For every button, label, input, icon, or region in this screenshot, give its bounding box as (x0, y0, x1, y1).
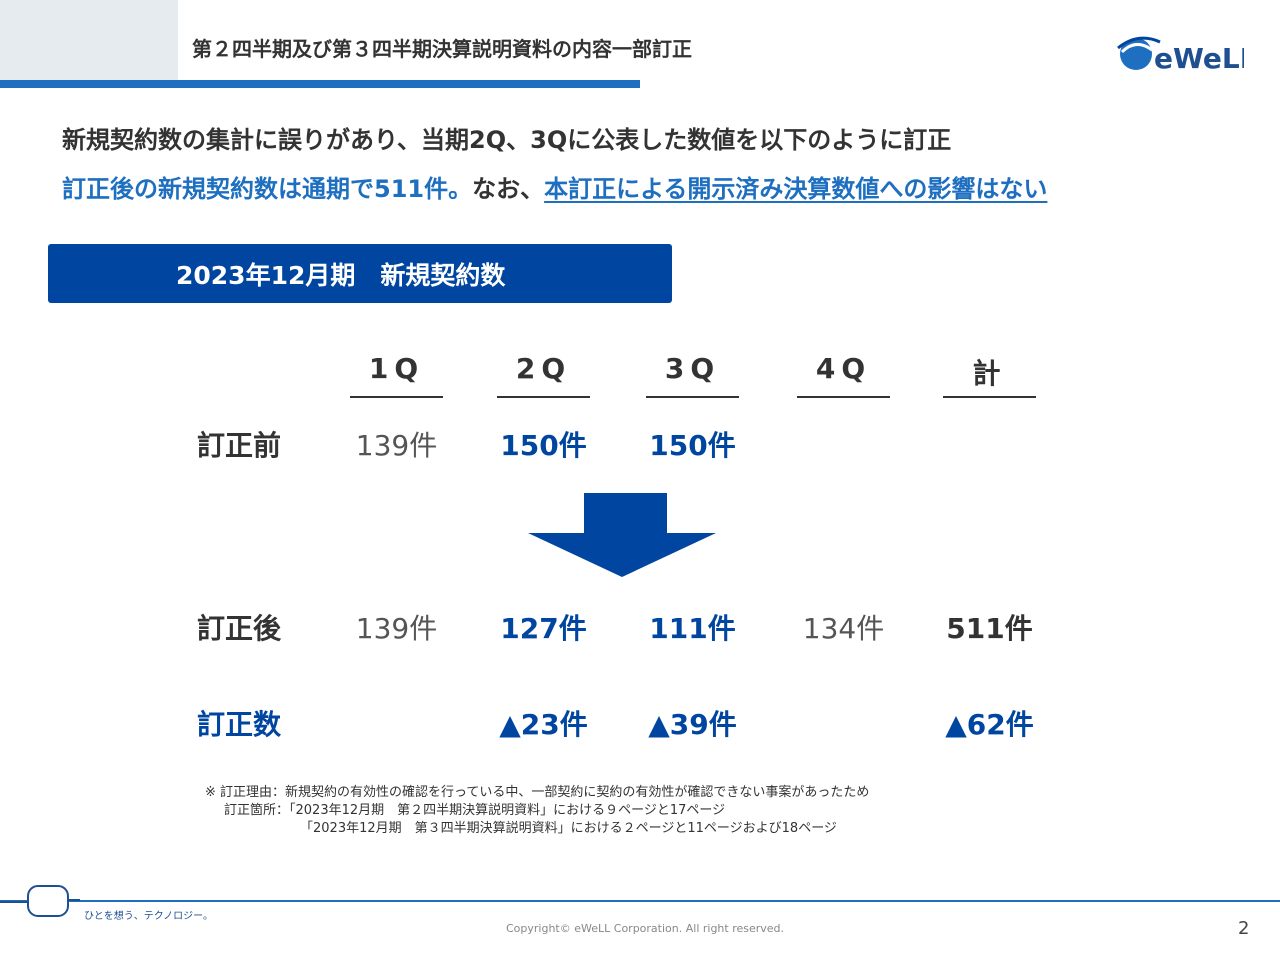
col-rule-4q (797, 396, 890, 398)
col-rule-1q (350, 396, 443, 398)
before-2q: 150件 (500, 429, 587, 462)
col-header-4q: 4Q (815, 352, 872, 385)
after-total: 511件 (946, 612, 1033, 645)
note-location-1: 訂正箇所：「2023年12月期 第２四半期決算説明資料」における９ページと17ペ… (224, 803, 726, 818)
diff-2q: ▲23件 (499, 708, 588, 741)
footer-tagline: ひとを想う、テクノロジー。 (84, 911, 213, 922)
note-reason: ※ 訂正理由：新規契約の有効性の確認を行っている中、一部契約に契約の有効性が確認… (205, 785, 870, 800)
footer-copyright: Copyright© eWeLL Corporation. All right … (506, 922, 785, 935)
lead-line-2-underlined: 本訂正による開示済み決算数値への影響はない (544, 175, 1048, 203)
lead-line-2-connector: なお、 (472, 175, 545, 203)
col-rule-total (943, 396, 1036, 398)
lead-line-2: 訂正後の新規契約数は通期で511件。なお、本訂正による開示済み決算数値への影響は… (62, 169, 1047, 204)
svg-text:eWeLL: eWeLL (1154, 42, 1244, 75)
row-label-diff: 訂正数 (197, 708, 282, 741)
after-3q: 111件 (649, 612, 736, 645)
section-banner-title: 2023年12月期 新規契約数 (176, 261, 506, 290)
after-2q: 127件 (500, 612, 587, 645)
col-header-2q: 2Q (515, 352, 572, 385)
diff-total: ▲62件 (945, 708, 1034, 741)
after-1q: 139件 (355, 612, 438, 645)
col-header-total: 計 (972, 357, 1007, 390)
row-label-after: 訂正後 (197, 612, 282, 645)
header-bar (178, 0, 1280, 88)
ewell-logo: eWeLL (1114, 30, 1258, 78)
header-accent-line (0, 80, 640, 88)
after-4q: 134件 (802, 612, 885, 645)
header-side-panel (0, 0, 178, 88)
col-header-3q: 3Q (664, 352, 721, 385)
diff-3q: ▲39件 (648, 708, 737, 741)
down-arrow-icon (528, 493, 716, 577)
lead-line-1: 新規契約数の集計に誤りがあり、当期2Q、3Qに公表した数値を以下のように訂正 (62, 126, 952, 154)
note-location-2: 「2023年12月期 第３四半期決算説明資料」における２ページと11ページおよび… (300, 821, 837, 836)
col-rule-2q (497, 396, 590, 398)
col-header-1q: 1Q (368, 352, 425, 385)
footer-line (0, 900, 1280, 902)
before-1q: 139件 (355, 429, 438, 462)
row-label-before: 訂正前 (197, 429, 282, 462)
col-rule-3q (646, 396, 739, 398)
page-title: 第２四半期及び第３四半期決算説明資料の内容一部訂正 (192, 37, 692, 61)
section-banner (48, 244, 672, 303)
speech-bubble-icon (0, 880, 90, 924)
before-3q: 150件 (649, 429, 736, 462)
page-number: 2 (1238, 918, 1250, 939)
lead-line-2-highlight: 訂正後の新規契約数は通期で511件。 (62, 175, 473, 203)
